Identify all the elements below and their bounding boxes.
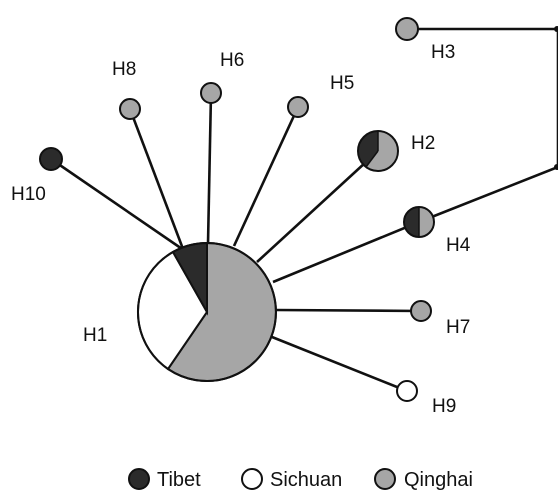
- junction-node-upper: [554, 26, 558, 32]
- label-h8: H8: [112, 59, 136, 80]
- label-h1: H1: [83, 325, 107, 346]
- edge-h1-h10: [50, 157, 189, 255]
- label-h3: H3: [431, 42, 455, 63]
- haplotype-node-h1: [136, 241, 277, 382]
- label-h2: H2: [411, 133, 435, 154]
- label-h4: H4: [446, 235, 471, 256]
- legend-label-tibet: Tibet: [157, 469, 201, 490]
- haplotype-node-h3: [395, 17, 419, 41]
- edge-h1-h4: [272, 220, 420, 284]
- legend-item-sichuan: Sichuan: [241, 468, 342, 490]
- legend-label-qinghai: Qinghai: [404, 469, 473, 490]
- legend-swatch-sichuan: [241, 468, 263, 490]
- h2-outline: [357, 130, 399, 172]
- legend-item-qinghai: Qinghai: [374, 468, 473, 490]
- h1-outline: [137, 242, 277, 382]
- h2-divider-bottom: [365, 150, 379, 168]
- h4-outline: [403, 206, 435, 238]
- legend-item-tibet: Tibet: [128, 468, 201, 490]
- label-h5: H5: [330, 73, 354, 94]
- label-h7: H7: [446, 317, 470, 338]
- haplotype-node-h2: [357, 130, 399, 172]
- h2-slice-tibet: [358, 131, 378, 167]
- legend-label-sichuan: Sichuan: [270, 469, 342, 490]
- haplotype-node-h4: [403, 206, 435, 238]
- legend-swatch-tibet: [128, 468, 150, 490]
- haplotype-node-h7: [410, 300, 432, 322]
- legend-swatch-qinghai: [374, 468, 396, 490]
- network-edges: [50, 26, 558, 393]
- haplotype-node-h8: [119, 98, 141, 120]
- label-h6: H6: [220, 50, 244, 71]
- edge-h1-h5: [232, 106, 300, 247]
- haplotype-node-h6: [200, 82, 222, 104]
- haplotype-node-h9: [396, 380, 418, 402]
- node-labels: H1 H2 H3 H4 H5 H6 H7 H8 H9 H10: [11, 42, 471, 417]
- h4-slice-tibet: [404, 207, 419, 237]
- edge-h4-h3: [407, 27, 558, 224]
- label-h9: H9: [432, 396, 456, 417]
- haplotype-node-h5: [287, 96, 309, 118]
- h4-slice-qinghai: [419, 207, 434, 237]
- haplotype-node-h10: [39, 147, 63, 171]
- edge-h1-h2: [256, 150, 379, 263]
- legend: Tibet Sichuan Qinghai: [128, 468, 473, 490]
- edge-h1-h8: [128, 108, 185, 250]
- label-h10: H10: [11, 184, 46, 205]
- edge-h1-h9: [271, 335, 408, 393]
- edge-h1-h7: [275, 308, 422, 313]
- junction-node-lower: [554, 164, 558, 170]
- edge-h1-h6: [206, 92, 213, 245]
